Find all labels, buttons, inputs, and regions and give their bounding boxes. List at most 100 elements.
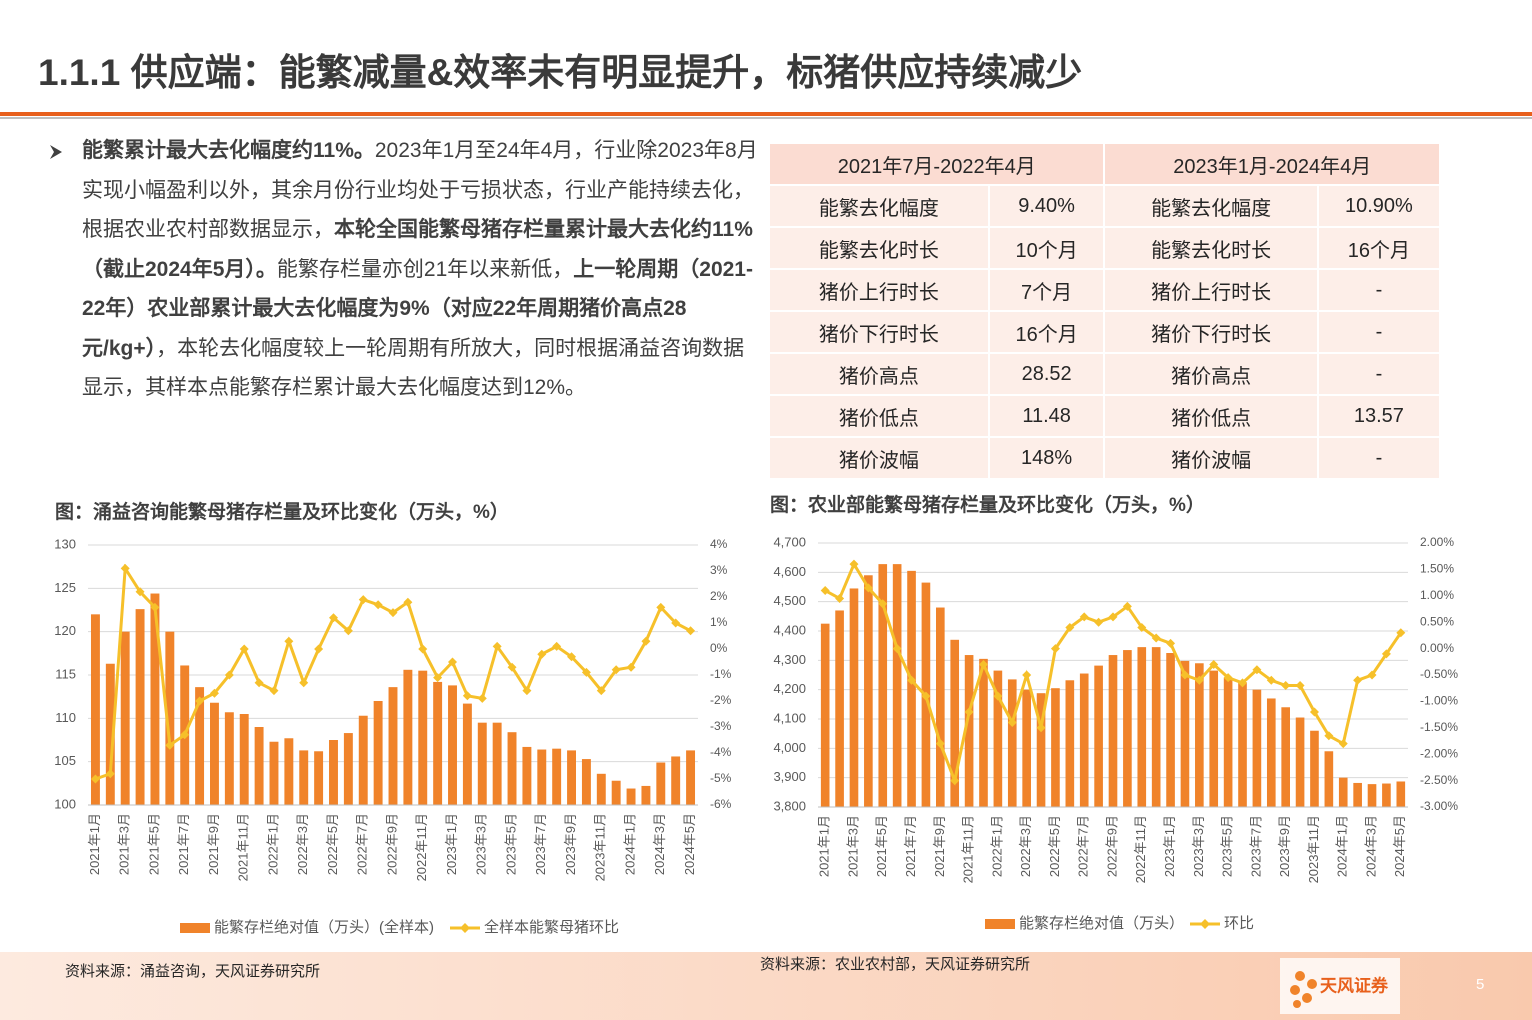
x-tick-label: 2023年3月 bbox=[474, 813, 489, 875]
line-marker bbox=[921, 691, 931, 701]
line-marker bbox=[448, 657, 458, 667]
line-marker bbox=[1108, 612, 1118, 622]
line-marker bbox=[418, 644, 428, 654]
table-cell: 能繁去化幅度 bbox=[1103, 184, 1319, 228]
line-marker bbox=[1151, 633, 1161, 643]
bar bbox=[1209, 670, 1219, 807]
bar bbox=[1094, 665, 1103, 807]
x-tick-label: 2024年5月 bbox=[1392, 815, 1407, 877]
line-marker bbox=[462, 691, 472, 701]
bar bbox=[254, 727, 264, 805]
line-marker bbox=[224, 670, 234, 680]
y-tick-label: 125 bbox=[54, 580, 76, 595]
line-marker bbox=[1022, 670, 1032, 680]
line-marker bbox=[878, 599, 888, 609]
x-tick-label: 2023年9月 bbox=[563, 813, 578, 875]
line-marker bbox=[552, 641, 562, 651]
x-tick-label: 2021年1月 bbox=[87, 813, 102, 875]
y-tick-label: 4,200 bbox=[773, 681, 806, 696]
x-tick-label: 2023年11月 bbox=[1306, 815, 1321, 883]
table-cell: 猪价下行时长 bbox=[1103, 310, 1319, 354]
table-cell: - bbox=[1316, 310, 1442, 354]
slide-title: 1.1.1 供应端：能繁减量&效率未有明显提升，标猪供应持续减少 bbox=[38, 52, 1082, 93]
bar bbox=[581, 759, 591, 805]
line-marker bbox=[671, 618, 681, 628]
line-marker bbox=[1324, 731, 1334, 741]
line-marker bbox=[358, 595, 368, 605]
line-marker bbox=[1353, 675, 1363, 685]
line-marker bbox=[373, 600, 383, 610]
y2-tick-label: 1.50% bbox=[1420, 562, 1454, 576]
line-marker bbox=[950, 776, 960, 786]
table-cell: 28.52 bbox=[987, 352, 1106, 396]
bar bbox=[993, 670, 1003, 807]
line-marker bbox=[978, 659, 988, 669]
table-row: 能繁去化幅度 9.40% 能繁去化幅度 10.90% bbox=[768, 184, 1442, 228]
line-marker bbox=[1266, 675, 1276, 685]
bar bbox=[329, 740, 338, 805]
bar bbox=[1353, 782, 1362, 807]
text-run: ，本轮去化幅度较上一轮周期有所放大，同时根据涌益咨询数据显示，其样本点能繁存栏累… bbox=[82, 336, 745, 400]
bar bbox=[135, 609, 145, 805]
line-marker bbox=[477, 693, 487, 703]
x-tick-label: 2022年5月 bbox=[1047, 815, 1062, 877]
line-marker bbox=[343, 626, 353, 636]
x-tick-label: 2023年7月 bbox=[533, 813, 548, 875]
x-tick-label: 2023年9月 bbox=[1277, 815, 1292, 877]
x-tick-label: 2022年11月 bbox=[1133, 815, 1148, 883]
line-marker bbox=[239, 644, 249, 654]
bar bbox=[1338, 777, 1348, 807]
line-marker bbox=[135, 587, 145, 597]
x-tick-label: 2023年1月 bbox=[1162, 815, 1177, 877]
bar bbox=[1382, 783, 1391, 807]
line-marker bbox=[1367, 670, 1377, 680]
x-tick-label: 2023年11月 bbox=[593, 813, 608, 881]
y2-tick-label: 1.00% bbox=[1420, 588, 1454, 602]
y2-tick-label: 2.00% bbox=[1420, 535, 1454, 549]
bar bbox=[373, 701, 383, 805]
line-marker bbox=[328, 613, 338, 623]
bar bbox=[878, 564, 888, 807]
table-row: 猪价上行时长 7个月 猪价上行时长 - bbox=[768, 268, 1442, 312]
bar bbox=[686, 750, 696, 805]
bar bbox=[90, 614, 100, 805]
text-run: 能繁存栏量亦创21年以来新低， bbox=[276, 257, 574, 281]
table-cell: 能繁去化时长 bbox=[1103, 226, 1319, 270]
y2-tick-label: -4% bbox=[710, 745, 732, 759]
bar bbox=[1367, 784, 1377, 807]
table-cell: 猪价上行时长 bbox=[768, 268, 990, 312]
x-tick-label: 2024年1月 bbox=[1335, 815, 1350, 877]
y2-tick-label: 1% bbox=[710, 615, 728, 629]
bar bbox=[1223, 677, 1233, 807]
y-tick-label: 110 bbox=[55, 710, 76, 725]
line-marker bbox=[522, 686, 532, 696]
bar bbox=[507, 732, 517, 805]
bar bbox=[105, 663, 115, 805]
table-row: 猪价波幅 148% 猪价波幅 - bbox=[768, 436, 1442, 480]
y-tick-label: 120 bbox=[54, 623, 76, 638]
x-tick-label: 2022年3月 bbox=[295, 813, 310, 875]
table-cell: 能繁去化幅度 bbox=[768, 184, 990, 228]
line-marker bbox=[1194, 675, 1204, 685]
bar bbox=[165, 631, 175, 805]
legend-label: 能繁存栏绝对值（万头）(全样本) bbox=[214, 918, 434, 936]
bar bbox=[671, 756, 681, 805]
x-tick-label: 2022年1月 bbox=[989, 815, 1004, 877]
line-marker bbox=[993, 691, 1003, 701]
bar bbox=[1281, 707, 1290, 807]
x-tick-label: 2021年11月 bbox=[961, 815, 976, 883]
table-cell: - bbox=[1316, 352, 1442, 396]
legend-label: 环比 bbox=[1224, 915, 1254, 932]
bar bbox=[979, 658, 988, 807]
y2-tick-label: -2.50% bbox=[1420, 773, 1458, 787]
text-run: 上一轮周期（2021-22年）农业部累计最大去化幅度为9%（对应22年周期猪价高… bbox=[82, 257, 753, 360]
bar bbox=[1180, 660, 1190, 807]
bar bbox=[388, 687, 398, 805]
line-marker bbox=[1381, 649, 1391, 659]
bar bbox=[492, 722, 502, 805]
x-tick-label: 2022年7月 bbox=[1076, 815, 1091, 877]
header-cell: 2023年1月-2024年4月 bbox=[1103, 142, 1441, 186]
bar bbox=[1137, 647, 1147, 807]
table-cell: - bbox=[1316, 436, 1442, 480]
